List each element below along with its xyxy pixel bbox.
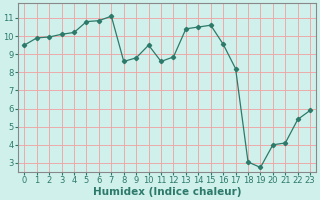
X-axis label: Humidex (Indice chaleur): Humidex (Indice chaleur) (93, 187, 242, 197)
